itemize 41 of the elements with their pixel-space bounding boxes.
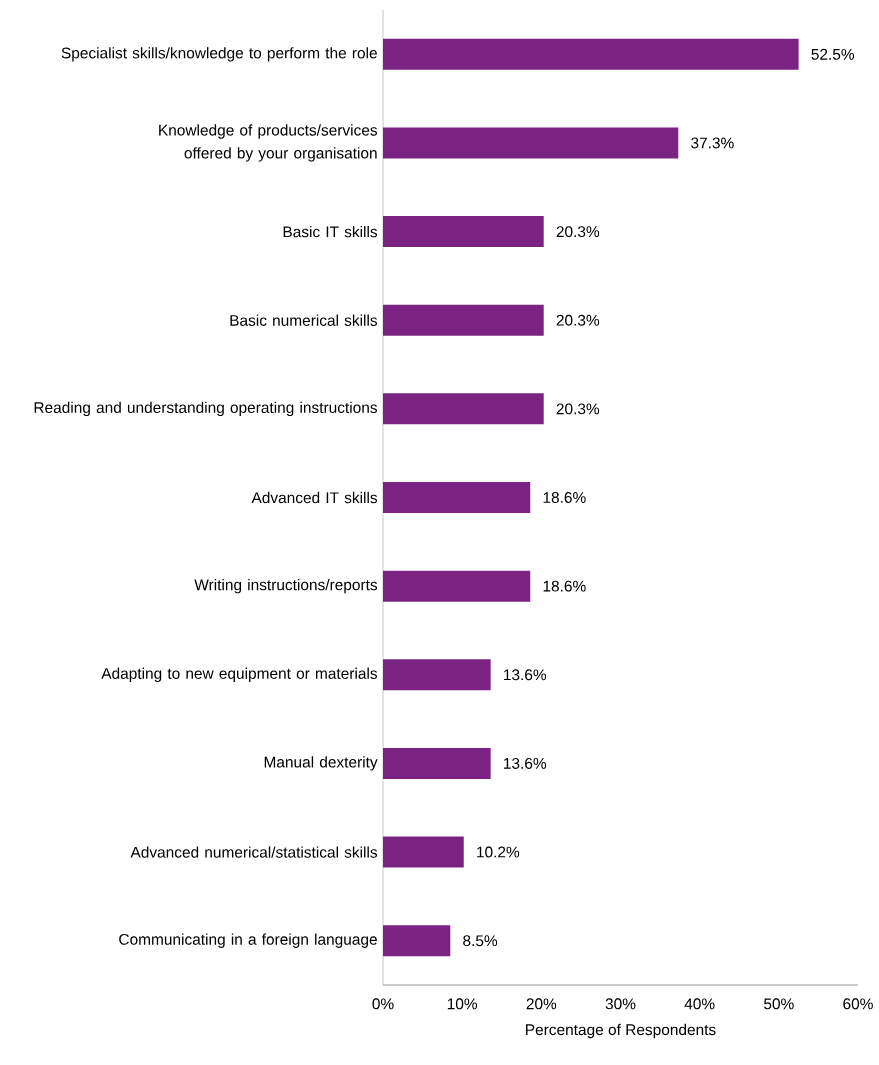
bar [383,393,544,425]
bar [383,304,544,336]
y-tick-label: Advanced IT skills [251,491,378,504]
data-label: 18.6% [543,580,586,592]
data-label: 37.3% [691,137,734,149]
bar [383,836,464,868]
y-tick-label: Advanced numerical/statistical skills [130,846,378,858]
y-tick-label: Specialist skills/knowledge to perform the role [61,47,378,62]
data-label: 13.6% [504,757,547,769]
data-label: 52.5% [811,48,855,60]
data-label: 13.6% [504,669,547,681]
x-axis-title: Percentage of Respondents [526,1023,716,1039]
y-tick-label: Basic numerical skills [230,314,378,326]
y-tick-label: Reading and understanding operating instructions [34,401,378,417]
data-label: 20.3% [556,226,600,238]
data-label: 8.5% [463,935,498,947]
bar [383,925,451,957]
bar [383,482,531,514]
data-label: 20.3% [556,403,600,415]
bar [383,38,799,70]
x-tick-label: 30% [605,998,636,1010]
x-tick-label: 60% [843,998,874,1010]
y-tick-label: Basic IT skills [283,225,378,238]
bar [383,216,544,248]
y-tick-label: Knowledge of products/services offered by your organisation [159,124,378,162]
x-tick-label: 10% [448,998,478,1010]
data-label: 18.6% [543,492,586,503]
x-tick-label: 0% [372,998,394,1010]
y-tick-label: Writing instructions/reports [194,578,378,594]
bar [383,127,679,159]
x-tick-label: 40% [684,998,715,1010]
bar [383,659,491,691]
bar [383,570,531,602]
y-tick-label: Manual dexterity [264,756,378,771]
x-tick-label: 20% [526,998,557,1010]
data-label: 20.3% [556,314,600,326]
x-tick-label: 50% [764,998,794,1010]
y-tick-label: Communicating in a foreign language [119,933,378,948]
bar [383,747,491,779]
y-tick-label: Adapting to new equipment or materials [101,667,378,682]
data-label: 10.2% [477,846,520,858]
